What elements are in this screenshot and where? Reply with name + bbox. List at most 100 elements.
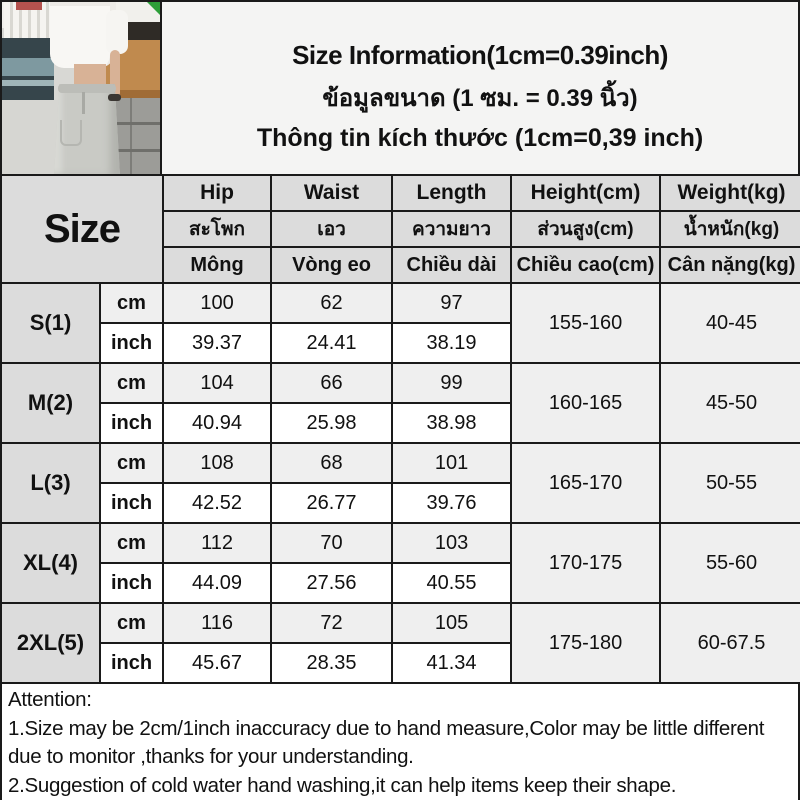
weight-range-s: 40-45 <box>659 282 800 364</box>
table-row-2xl-inch: inch 45.67 28.35 41.34 <box>1 642 800 684</box>
size-column-header: Size <box>0 174 165 284</box>
waist-inch-2xl: 28.35 <box>270 642 394 684</box>
table-row-xl-cm: XL(4) cm 112 70 103 170-175 55-60 <box>0 522 800 604</box>
height-range-2xl: 175-180 <box>510 602 662 684</box>
model-sleeve <box>106 10 128 54</box>
hip-inch-2xl: 45.67 <box>162 642 273 684</box>
table-row-2xl-cm: 2XL(5) cm 116 72 105 175-180 60-67.5 <box>0 602 800 684</box>
page-title-vi: Thông tin kích thước (1cm=0,39 inch) <box>256 123 704 152</box>
table-row-s-cm: S(1) cm 100 62 97 155-160 40-45 <box>0 282 800 364</box>
page-title-th: ข้อมูลขนาด (1 ซม. = 0.39 นิ้ว) <box>322 84 638 112</box>
unit-cell-inch: inch <box>98 562 165 604</box>
col-header-waist-en: Waist <box>270 174 394 212</box>
hip-inch-s: 39.37 <box>162 322 273 364</box>
unit-cell-inch: inch <box>98 642 165 684</box>
hip-cm-m: 104 <box>162 362 273 404</box>
hip-cm-l: 108 <box>162 442 273 484</box>
pants-waistband <box>58 84 116 93</box>
length-cm-s: 97 <box>391 282 513 324</box>
unit-cell-cm: cm <box>98 442 165 484</box>
unit-cell-cm: cm <box>98 362 165 404</box>
waist-cm-2xl: 72 <box>270 602 394 644</box>
height-range-s: 155-160 <box>510 282 662 364</box>
col-header-hip-vi: Mông <box>162 246 273 284</box>
length-inch-m: 38.98 <box>391 402 513 444</box>
attention-section: Attention: 1.Size may be 2cm/1inch inacc… <box>2 684 798 800</box>
waist-cm-s: 62 <box>270 282 394 324</box>
length-cm-m: 99 <box>391 362 513 404</box>
weight-range-l: 50-55 <box>659 442 800 524</box>
model-crop-top <box>50 2 116 68</box>
waist-cm-m: 66 <box>270 362 394 404</box>
weight-range-xl: 55-60 <box>659 522 800 604</box>
waist-inch-m: 25.98 <box>270 402 394 444</box>
waist-inch-l: 26.77 <box>270 482 394 524</box>
top-section: Size Information(1cm=0.39inch) ข้อมูลขนา… <box>2 2 798 176</box>
length-inch-l: 39.76 <box>391 482 513 524</box>
unit-cell-inch: inch <box>98 322 165 364</box>
col-header-waist-th: เอว <box>270 210 394 248</box>
unit-cell-cm: cm <box>98 602 165 644</box>
col-header-hip-en: Hip <box>162 174 273 212</box>
waist-inch-s: 24.41 <box>270 322 394 364</box>
unit-cell-inch: inch <box>98 482 165 524</box>
table-row-xl-inch: inch 44.09 27.56 40.55 <box>1 562 800 604</box>
size-label-l: L(3) <box>0 442 101 524</box>
col-header-height-th: ส่วนสูง(cm) <box>510 210 662 248</box>
col-header-length-en: Length <box>391 174 513 212</box>
size-label-m: M(2) <box>0 362 101 444</box>
hip-inch-l: 42.52 <box>162 482 273 524</box>
table-row-s-inch: inch 39.37 24.41 38.19 <box>1 322 800 364</box>
height-range-m: 160-165 <box>510 362 662 444</box>
weight-range-2xl: 60-67.5 <box>659 602 800 684</box>
size-label-xl: XL(4) <box>0 522 101 604</box>
height-range-xl: 170-175 <box>510 522 662 604</box>
col-header-length-vi: Chiều dài <box>391 246 513 284</box>
length-inch-xl: 40.55 <box>391 562 513 604</box>
col-header-weight-en: Weight(kg) <box>659 174 800 212</box>
col-header-hip-th: สะโพก <box>162 210 273 248</box>
attention-note-2: 2.Suggestion of cold water hand washing,… <box>8 773 677 797</box>
hip-cm-xl: 112 <box>162 522 273 564</box>
table-row-l-cm: L(3) cm 108 68 101 165-170 50-55 <box>0 442 800 524</box>
hip-inch-m: 40.94 <box>162 402 273 444</box>
product-photo <box>2 2 162 176</box>
pants-drawstring <box>82 92 85 114</box>
page-title-en: Size Information(1cm=0.39inch) <box>292 39 668 70</box>
table-row-l-inch: inch 42.52 26.77 39.76 <box>1 482 800 524</box>
length-inch-2xl: 41.34 <box>391 642 513 684</box>
size-label-s: S(1) <box>0 282 101 364</box>
col-header-length-th: ความยาว <box>391 210 513 248</box>
model-watch <box>108 94 121 101</box>
pants-pocket <box>60 120 82 146</box>
length-cm-l: 101 <box>391 442 513 484</box>
col-header-height-vi: Chiều cao(cm) <box>510 246 662 284</box>
length-cm-2xl: 105 <box>391 602 513 644</box>
col-header-weight-vi: Cân nặng(kg) <box>659 246 800 284</box>
attention-title: Attention: <box>8 688 92 711</box>
waist-inch-xl: 27.56 <box>270 562 394 604</box>
table-row-m-cm: M(2) cm 104 66 99 160-165 45-50 <box>0 362 800 444</box>
header-row-en: Size Hip Waist Length Height(cm) Weight(… <box>0 174 800 284</box>
unit-cell-cm: cm <box>98 282 165 324</box>
size-label-2xl: 2XL(5) <box>0 602 101 684</box>
col-header-weight-th: น้ำหนัก(kg) <box>659 210 800 248</box>
length-inch-s: 38.19 <box>391 322 513 364</box>
hip-cm-2xl: 116 <box>162 602 273 644</box>
table-row-m-inch: inch 40.94 25.98 38.98 <box>1 402 800 444</box>
green-corner-flag-icon <box>147 2 160 15</box>
photo-window-bar <box>2 80 54 86</box>
waist-cm-xl: 70 <box>270 522 394 564</box>
size-table: Size Hip Waist Length Height(cm) Weight(… <box>0 174 800 684</box>
header-row-vi: Mông Vòng eo Chiều dài Chiều cao(cm) Cân… <box>1 246 800 284</box>
photo-blind-detail <box>16 2 42 10</box>
photo-window-reflection <box>2 58 54 76</box>
title-block: Size Information(1cm=0.39inch) ข้อมูลขนา… <box>162 2 798 176</box>
unit-cell-inch: inch <box>98 402 165 444</box>
hip-cm-s: 100 <box>162 282 273 324</box>
col-header-waist-vi: Vòng eo <box>270 246 394 284</box>
header-row-th: สะโพก เอว ความยาว ส่วนสูง(cm) น้ำหนัก(kg… <box>1 210 800 248</box>
weight-range-m: 45-50 <box>659 362 800 444</box>
unit-cell-cm: cm <box>98 522 165 564</box>
